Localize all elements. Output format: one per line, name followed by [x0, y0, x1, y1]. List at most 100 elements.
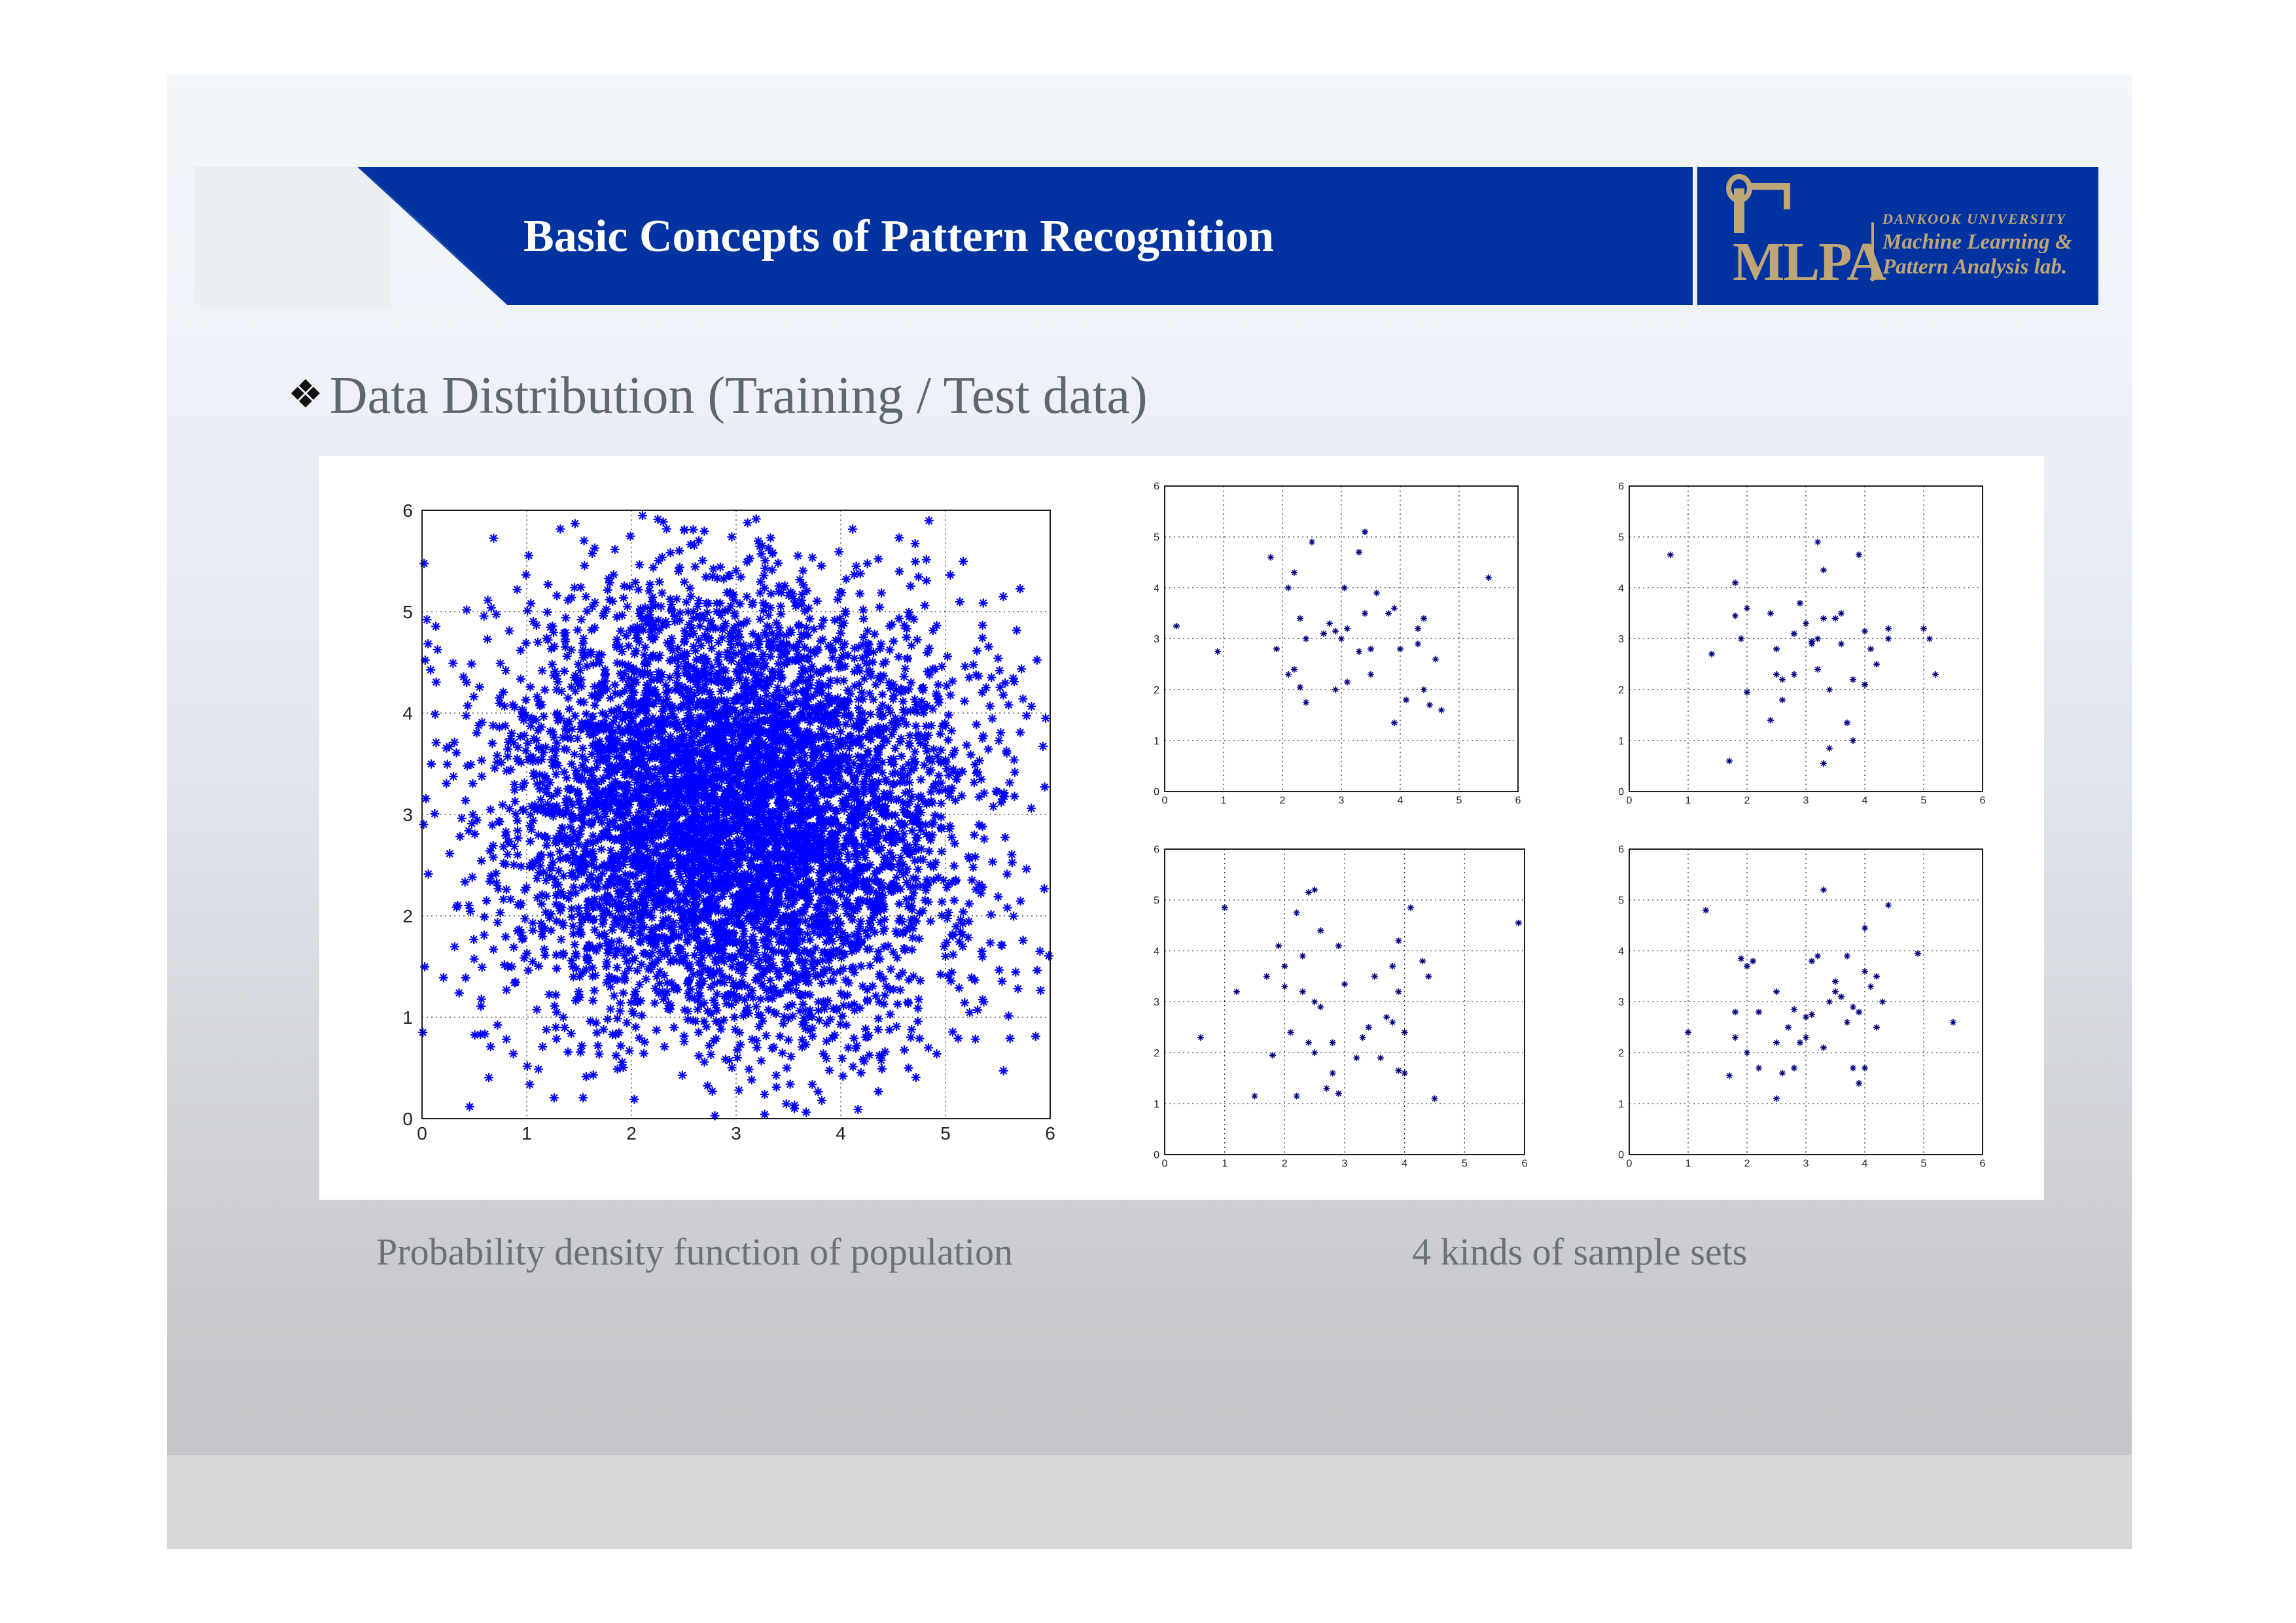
- data-point: [875, 954, 885, 964]
- data-point: [886, 795, 896, 805]
- data-point: [518, 707, 527, 717]
- data-point: [720, 850, 730, 860]
- data-point: [683, 988, 693, 998]
- data-point: [794, 654, 804, 664]
- data-point: [743, 721, 753, 731]
- data-point: [466, 759, 476, 769]
- data-point: [569, 827, 578, 837]
- data-point: [894, 567, 904, 576]
- data-point: [688, 969, 698, 979]
- data-point: [760, 941, 769, 951]
- data-point: [764, 937, 774, 947]
- data-point: [713, 655, 722, 665]
- data-point: [719, 957, 729, 967]
- data-point: [680, 637, 690, 646]
- data-point: [569, 929, 578, 939]
- data-point: [469, 935, 479, 945]
- data-point: [597, 869, 607, 879]
- data-point: [932, 621, 942, 631]
- data-point: [684, 661, 694, 671]
- data-point: [878, 899, 888, 909]
- data-point: [758, 981, 768, 991]
- data-point: [843, 686, 853, 695]
- data-point: [855, 869, 865, 879]
- data-point: [620, 951, 629, 960]
- data-point: [608, 728, 618, 738]
- data-point: [942, 882, 952, 892]
- data-point: [746, 855, 756, 865]
- data-point: [846, 939, 856, 949]
- data-point: [777, 805, 787, 814]
- data-point: [803, 780, 813, 790]
- data-point: [853, 901, 863, 911]
- data-point: [910, 882, 920, 892]
- data-point: [973, 1005, 983, 1015]
- data-point: [934, 771, 944, 780]
- data-point: [637, 892, 647, 901]
- data-point: [679, 1031, 689, 1041]
- data-point: [658, 987, 667, 997]
- data-point: [670, 617, 680, 627]
- data-point: [641, 974, 651, 984]
- data-point: [657, 670, 667, 680]
- data-point: [620, 969, 630, 979]
- data-point: [825, 1015, 835, 1024]
- data-point: [752, 863, 762, 873]
- data-point: [707, 572, 717, 582]
- data-point: [694, 667, 703, 677]
- data-point: [742, 557, 752, 567]
- data-point: [718, 872, 728, 882]
- data-point: [627, 691, 637, 701]
- data-point: [537, 899, 546, 909]
- data-point: [683, 1015, 693, 1024]
- data-point: [802, 947, 811, 957]
- data-point: [501, 666, 511, 676]
- data-point: [605, 693, 615, 703]
- data-point: [699, 927, 709, 937]
- data-point: [974, 820, 984, 829]
- data-point: [626, 735, 635, 745]
- data-point: [842, 894, 852, 904]
- data-point: [940, 755, 950, 765]
- data-point: [713, 954, 723, 964]
- data-point: [855, 666, 865, 676]
- data-point: [682, 935, 692, 945]
- data-point: [823, 996, 833, 1005]
- data-point: [688, 614, 698, 623]
- data-point: [976, 775, 986, 784]
- data-point: [809, 927, 819, 937]
- data-point: [629, 744, 639, 754]
- data-point: [900, 788, 910, 798]
- data-point: [740, 754, 750, 763]
- data-point: [533, 756, 543, 766]
- data-point: [831, 744, 841, 754]
- data-point: [537, 890, 547, 899]
- data-point: [690, 690, 699, 700]
- data-point: [614, 806, 624, 816]
- data-point: [622, 846, 631, 856]
- data-point: [754, 954, 764, 964]
- data-point: [646, 627, 656, 637]
- data-point: [911, 721, 921, 731]
- data-point: [692, 679, 702, 689]
- data-point: [795, 775, 805, 784]
- data-point: [898, 705, 908, 714]
- data-point: [860, 846, 870, 856]
- data-point: [707, 1087, 717, 1096]
- data-point: [716, 1024, 726, 1034]
- data-point: [806, 864, 816, 874]
- data-point: [786, 869, 796, 879]
- data-point: [762, 861, 772, 871]
- data-point: [576, 918, 586, 928]
- data-point: [422, 615, 432, 625]
- data-point: [703, 599, 713, 608]
- data-point: [607, 851, 617, 861]
- data-point: [658, 905, 668, 915]
- data-point: [800, 1018, 810, 1028]
- data-point: [1002, 746, 1012, 756]
- data-point: [909, 816, 919, 826]
- data-point: [650, 937, 660, 947]
- data-point: [902, 894, 911, 904]
- data-point: [906, 765, 916, 775]
- data-point: [809, 770, 819, 780]
